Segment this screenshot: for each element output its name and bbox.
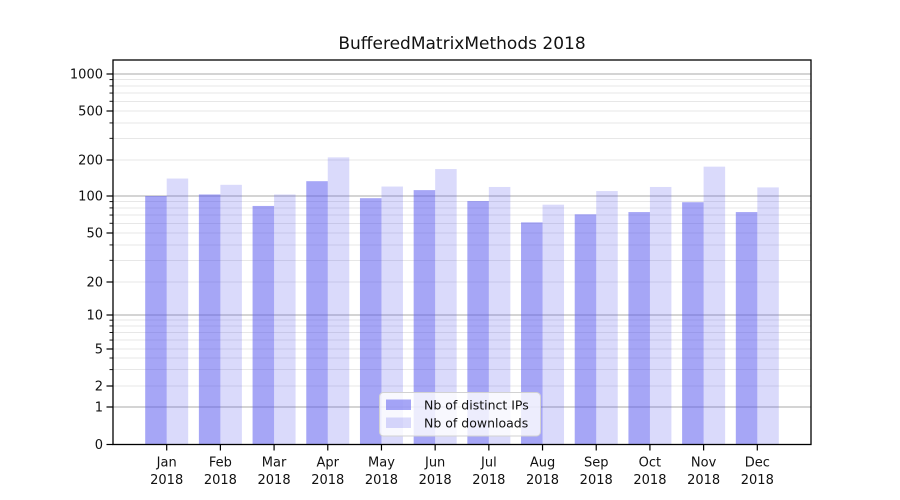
bar-distinct-ips-may [359, 198, 382, 445]
x-tick-label-month: May [368, 456, 395, 471]
legend-label-distinct-ips: Nb of distinct IPs [424, 398, 529, 413]
x-tick-label-month: Jun [424, 456, 445, 471]
x-tick-label-year: 2018 [204, 473, 237, 488]
x-tick-label-year: 2018 [633, 473, 666, 488]
bar-downloads-jul [488, 186, 511, 445]
x-tick-label-month: Jul [480, 456, 497, 471]
bar-distinct-ips-mar [252, 205, 275, 445]
x-tick-label-month: Aug [530, 456, 555, 471]
bar-distinct-ips-aug [521, 222, 543, 445]
bar-distinct-ips-jan [145, 196, 167, 445]
legend-swatch-distinct-ips [386, 399, 411, 410]
y-tick-label: 1000 [70, 68, 103, 83]
x-tick-label-year: 2018 [580, 473, 613, 488]
y-tick-label: 1 [95, 401, 103, 416]
bar-distinct-ips-jul [467, 201, 489, 445]
bar-downloads-jan [166, 178, 189, 445]
plot-border [112, 59, 812, 446]
y-tick-label: 0 [95, 438, 103, 453]
bar-downloads-mar [274, 194, 296, 445]
x-tick-label-month: Feb [209, 456, 232, 471]
bar-downloads-aug [542, 204, 565, 445]
x-tick-label-year: 2018 [258, 473, 291, 488]
legend-box [379, 392, 541, 437]
bar-distinct-ips-feb [198, 194, 221, 445]
y-tick-label: 10 [86, 309, 103, 324]
chart-title: BufferedMatrixMethods 2018 [338, 34, 586, 54]
y-tick-label: 5 [95, 343, 103, 358]
bar-distinct-ips-nov [682, 202, 704, 445]
x-tick-label-month: Mar [262, 456, 287, 471]
bar-downloads-jun [435, 169, 457, 445]
x-tick-label-year: 2018 [365, 473, 398, 488]
bar-downloads-may [381, 186, 403, 445]
y-tick-label: 500 [78, 105, 103, 120]
bar-distinct-ips-sep [574, 214, 597, 445]
x-tick-label-year: 2018 [311, 473, 344, 488]
legend-label-downloads: Nb of downloads [424, 416, 528, 431]
x-tick-label-year: 2018 [150, 473, 183, 488]
bar-downloads-dec [757, 187, 779, 445]
x-tick-label-year: 2018 [419, 473, 452, 488]
bar-downloads-oct [649, 186, 672, 445]
x-tick-label-year: 2018 [687, 473, 720, 488]
x-tick-label-year: 2018 [472, 473, 505, 488]
bar-downloads-feb [220, 184, 242, 445]
y-tick-label: 2 [95, 380, 103, 395]
x-tick-label-month: Sep [584, 456, 609, 471]
x-tick-label-month: Jan [156, 456, 177, 471]
bar-distinct-ips-oct [628, 212, 650, 445]
bar-distinct-ips-jun [413, 190, 436, 445]
y-tick-label: 200 [78, 154, 103, 169]
bar-distinct-ips-apr [306, 181, 328, 445]
x-tick-label-year: 2018 [741, 473, 774, 488]
bar-downloads-nov [703, 166, 726, 445]
y-tick-label: 100 [78, 190, 103, 205]
y-tick-label: 20 [86, 276, 103, 291]
x-tick-label-month: Nov [691, 456, 717, 471]
bar-distinct-ips-dec [735, 212, 758, 445]
legend-swatch-downloads [386, 417, 411, 428]
y-tick-label: 50 [86, 227, 103, 242]
x-tick-label-month: Dec [745, 456, 770, 471]
bar-downloads-sep [596, 191, 618, 445]
x-tick-label-month: Oct [639, 456, 661, 471]
x-tick-label-month: Apr [317, 456, 340, 471]
x-tick-label-year: 2018 [526, 473, 559, 488]
bar-downloads-apr [327, 157, 350, 445]
